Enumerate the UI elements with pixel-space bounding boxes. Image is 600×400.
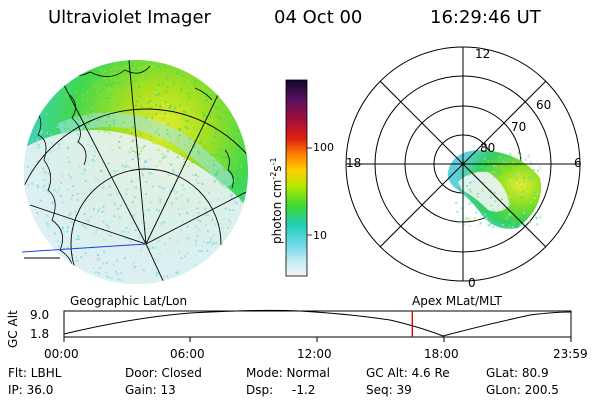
mlt-label-18: 18 [346, 156, 362, 170]
y-tick-label-low: 1.8 [30, 327, 50, 341]
x-tick-label-0: 00:00 [44, 347, 79, 361]
noon-meridian-line [21, 243, 147, 253]
unit-mid: s [270, 165, 284, 172]
status-filter: Flt: LBHL [8, 366, 62, 380]
unit-exp-2: -1 [269, 157, 278, 166]
mlt-label-12: 12 [475, 47, 491, 61]
colorbar-unit-label: photon cm-2s-1 [269, 157, 284, 244]
altitude-curve [63, 309, 572, 337]
meridian-3 [145, 69, 231, 245]
y-tick-label-high: 9.0 [30, 308, 50, 322]
auroral-boundary-glow [57, 112, 236, 190]
altitude-timeline [63, 309, 572, 342]
status-seq: Seq: 39 [366, 383, 412, 397]
right-panel-title: Apex MLat/MLT [412, 294, 502, 308]
status-dsp-label: Dsp: [246, 383, 274, 397]
colorbar-tick-label-100: 100 [313, 141, 334, 154]
timeline-axis-label: GC Alt [6, 310, 20, 348]
lat-label-70: 70 [511, 120, 527, 134]
mlt-label-6: 6 [574, 156, 582, 170]
status-mode: Mode: Normal [246, 366, 330, 380]
x-tick-label-4: 23:59 [553, 347, 588, 361]
status-glon: GLon: 200.5 [486, 383, 559, 397]
mlt-label-0: 0 [468, 276, 476, 290]
polar-plot [345, 46, 581, 282]
status-glat: GLat: 80.9 [486, 366, 549, 380]
x-tick-label-3: 18:00 [424, 347, 459, 361]
status-door: Door: Closed [125, 366, 202, 380]
colorbar-scale [285, 79, 308, 277]
unit-exp-1: -2 [269, 171, 278, 180]
meridian-4 [29, 204, 147, 245]
coastline-island [194, 87, 213, 101]
observation-date: 04 Oct 00 [274, 7, 363, 28]
lat-label-60: 60 [536, 98, 552, 112]
geographic-image [21, 60, 248, 284]
coastline-east [224, 149, 234, 189]
meridian-6 [145, 243, 173, 284]
lat-circle-inner [70, 168, 222, 284]
dayside-region [24, 130, 248, 284]
status-dsp-value: -1.2 [292, 383, 316, 397]
meridian-2 [127, 60, 147, 245]
unit-text: photon cm [270, 179, 284, 244]
colorbar-tick-label-10: 10 [313, 229, 327, 242]
pixel-speckles [26, 63, 246, 284]
meridian-5 [145, 189, 248, 245]
observation-time: 16:29:46 UT [430, 7, 541, 28]
polar-axis-diag-2 [379, 80, 547, 248]
colorbar [285, 79, 312, 277]
left-panel-title: Geographic Lat/Lon [70, 294, 188, 308]
timeline-frame [63, 310, 572, 338]
instrument-title: Ultraviolet Imager [48, 7, 211, 28]
status-ip: IP: 36.0 [8, 383, 54, 397]
lat-circle-outer [24, 108, 248, 284]
lat-label-80: 80 [480, 141, 496, 155]
coastline-inner [69, 94, 87, 166]
status-gain: Gain: 13 [125, 383, 176, 397]
x-tick-label-2: 12:00 [297, 347, 332, 361]
status-gc-alt: GC Alt: 4.6 Re [366, 366, 450, 380]
x-tick-label-1: 06:00 [170, 347, 205, 361]
